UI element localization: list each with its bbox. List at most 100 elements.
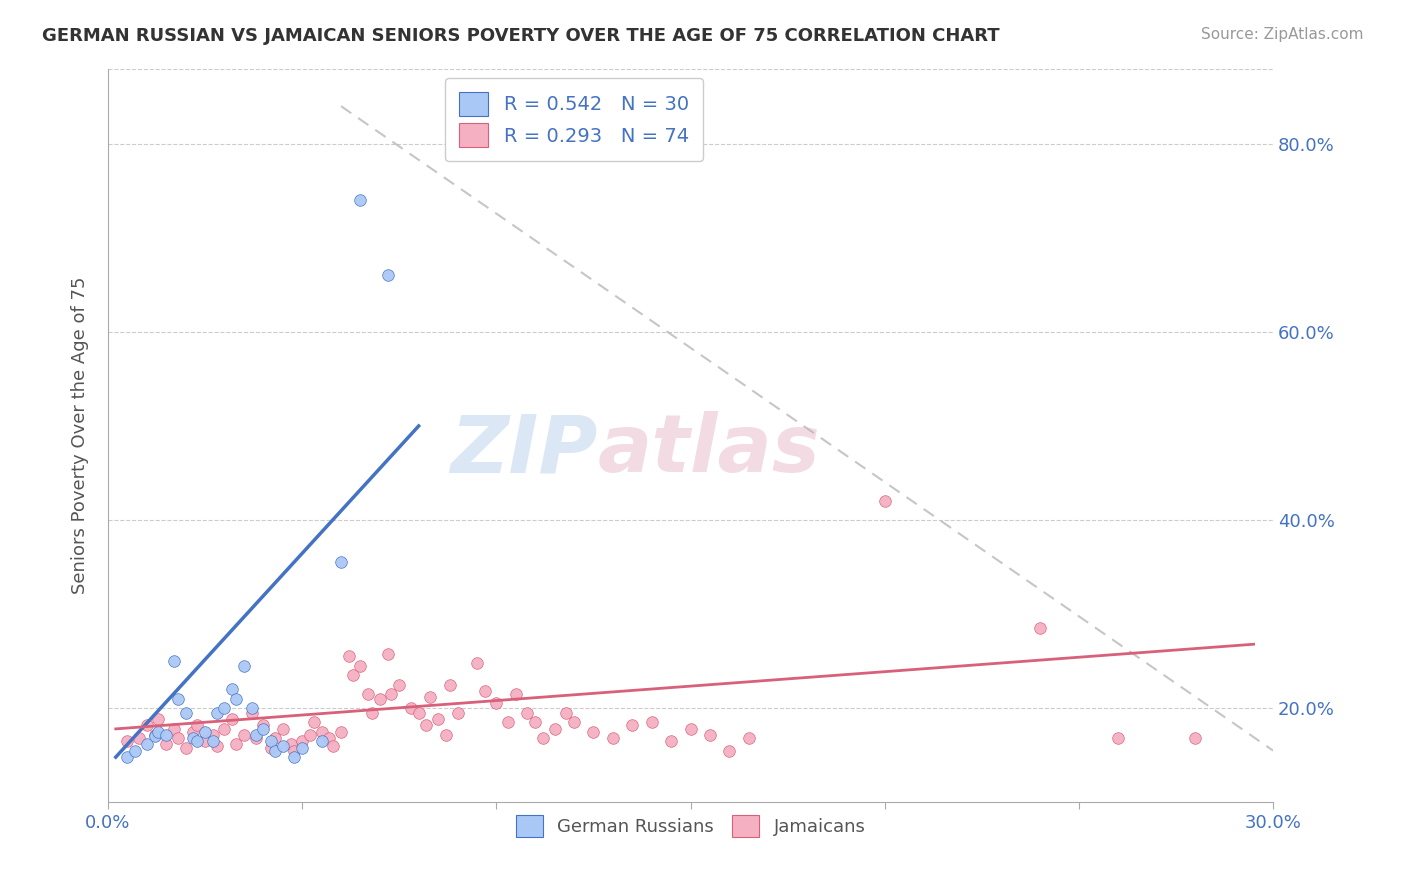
Point bbox=[474, 684, 496, 698]
Point bbox=[124, 743, 146, 757]
Point bbox=[135, 737, 157, 751]
Point bbox=[201, 727, 224, 741]
Point bbox=[388, 678, 411, 692]
Point bbox=[555, 706, 578, 720]
Point bbox=[738, 731, 761, 746]
Point bbox=[264, 731, 287, 746]
Point bbox=[205, 706, 228, 720]
Text: Source: ZipAtlas.com: Source: ZipAtlas.com bbox=[1201, 27, 1364, 42]
Point bbox=[562, 715, 585, 730]
Point bbox=[311, 724, 333, 739]
Point bbox=[232, 727, 254, 741]
Point bbox=[221, 682, 243, 697]
Point bbox=[225, 691, 247, 706]
Point bbox=[252, 722, 274, 736]
Point bbox=[283, 743, 305, 757]
Point bbox=[361, 706, 384, 720]
Point bbox=[183, 724, 205, 739]
Point bbox=[201, 734, 224, 748]
Point bbox=[496, 715, 519, 730]
Point bbox=[718, 743, 741, 757]
Point bbox=[531, 731, 554, 746]
Point bbox=[194, 734, 217, 748]
Point bbox=[128, 731, 150, 746]
Point bbox=[1029, 621, 1052, 635]
Point bbox=[439, 678, 461, 692]
Point bbox=[271, 739, 294, 753]
Point bbox=[221, 713, 243, 727]
Point bbox=[524, 715, 547, 730]
Legend: German Russians, Jamaicans: German Russians, Jamaicans bbox=[509, 808, 873, 845]
Point bbox=[291, 740, 314, 755]
Text: atlas: atlas bbox=[598, 411, 820, 489]
Point bbox=[135, 718, 157, 732]
Point bbox=[302, 715, 325, 730]
Point bbox=[148, 724, 170, 739]
Point bbox=[194, 724, 217, 739]
Point bbox=[174, 740, 197, 755]
Point bbox=[186, 734, 208, 748]
Point bbox=[245, 727, 267, 741]
Point bbox=[465, 656, 488, 670]
Point bbox=[357, 687, 380, 701]
Point bbox=[260, 740, 283, 755]
Point bbox=[298, 727, 321, 741]
Y-axis label: Seniors Poverty Over the Age of 75: Seniors Poverty Over the Age of 75 bbox=[72, 277, 89, 594]
Point bbox=[1184, 731, 1206, 746]
Point bbox=[377, 268, 399, 283]
Point bbox=[377, 647, 399, 661]
Point bbox=[349, 193, 371, 207]
Point bbox=[349, 658, 371, 673]
Point bbox=[186, 718, 208, 732]
Point bbox=[399, 701, 422, 715]
Point bbox=[225, 737, 247, 751]
Point bbox=[143, 727, 166, 741]
Point bbox=[330, 555, 353, 569]
Point bbox=[342, 668, 364, 682]
Point bbox=[232, 658, 254, 673]
Point bbox=[280, 737, 302, 751]
Point bbox=[167, 731, 190, 746]
Point bbox=[485, 697, 508, 711]
Point bbox=[582, 724, 605, 739]
Point bbox=[415, 718, 437, 732]
Point bbox=[155, 727, 177, 741]
Point bbox=[873, 494, 896, 508]
Point bbox=[271, 722, 294, 736]
Point bbox=[163, 654, 186, 668]
Point bbox=[240, 701, 263, 715]
Point bbox=[283, 750, 305, 764]
Point bbox=[167, 691, 190, 706]
Point bbox=[322, 739, 344, 753]
Point bbox=[368, 691, 391, 706]
Text: ZIP: ZIP bbox=[450, 411, 598, 489]
Point bbox=[264, 743, 287, 757]
Point bbox=[659, 734, 682, 748]
Point bbox=[1107, 731, 1129, 746]
Point bbox=[640, 715, 662, 730]
Point bbox=[245, 731, 267, 746]
Point bbox=[174, 706, 197, 720]
Point bbox=[117, 734, 139, 748]
Point bbox=[183, 731, 205, 746]
Point bbox=[543, 722, 565, 736]
Point bbox=[419, 690, 441, 704]
Point bbox=[330, 724, 353, 739]
Point bbox=[214, 701, 236, 715]
Point bbox=[679, 722, 702, 736]
Point bbox=[143, 730, 166, 744]
Point bbox=[311, 734, 333, 748]
Point bbox=[427, 713, 450, 727]
Point bbox=[621, 718, 644, 732]
Point bbox=[240, 706, 263, 720]
Point bbox=[205, 739, 228, 753]
Point bbox=[291, 734, 314, 748]
Point bbox=[260, 734, 283, 748]
Point bbox=[505, 687, 527, 701]
Point bbox=[516, 706, 538, 720]
Point bbox=[446, 706, 468, 720]
Point bbox=[434, 727, 457, 741]
Point bbox=[252, 718, 274, 732]
Point bbox=[148, 713, 170, 727]
Text: GERMAN RUSSIAN VS JAMAICAN SENIORS POVERTY OVER THE AGE OF 75 CORRELATION CHART: GERMAN RUSSIAN VS JAMAICAN SENIORS POVER… bbox=[42, 27, 1000, 45]
